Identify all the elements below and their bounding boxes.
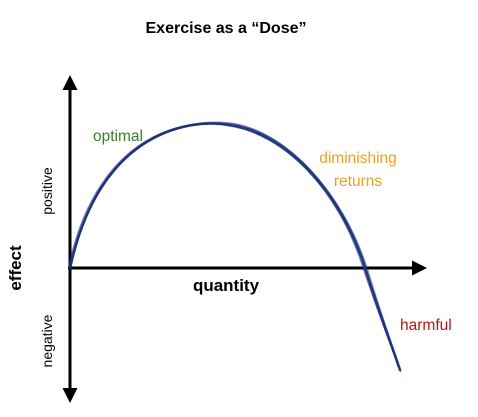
region-label-harmful: harmful: [400, 317, 452, 334]
dose-curve-stroke: [71, 121, 402, 373]
region-label-returns: returns: [334, 173, 382, 190]
region-label-optimal: optimal: [93, 128, 143, 145]
dose-curve: [68, 121, 402, 373]
y-negative-label: negative: [39, 314, 55, 367]
x-axis-label: quantity: [193, 276, 260, 295]
diagram-title: Exercise as a “Dose”: [146, 20, 307, 37]
dose-curve-stroke: [68, 123, 395, 355]
y-positive-label: positive: [39, 167, 55, 215]
region-label-diminishing: diminishing: [319, 150, 397, 167]
y-axis-label: effect: [6, 245, 25, 291]
dose-curve-stroke: [70, 122, 399, 367]
